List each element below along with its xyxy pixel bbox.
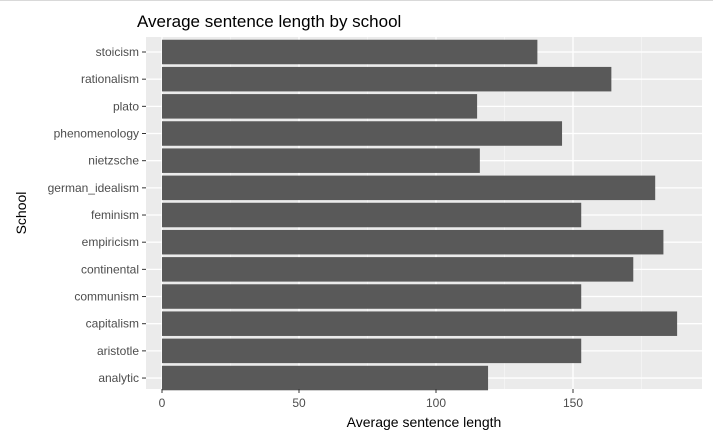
bar-aristotle xyxy=(162,338,582,364)
y-tick-label: aristotle xyxy=(97,344,139,358)
bar-rationalism xyxy=(162,66,612,92)
bar-empiricism xyxy=(162,229,664,255)
y-tick-label: phenomenology xyxy=(54,127,139,141)
bars xyxy=(162,39,678,391)
bar-capitalism xyxy=(162,311,678,336)
bar-plato xyxy=(162,94,478,119)
y-tick-label: empiricism xyxy=(82,235,139,249)
y-tick-label: stoicism xyxy=(96,45,139,59)
bar-continental xyxy=(162,257,634,282)
bar-analytic xyxy=(162,365,489,391)
bar-communism xyxy=(162,284,582,309)
bar-feminism xyxy=(162,202,582,228)
y-tick-label: communism xyxy=(74,290,139,304)
y-tick-label: analytic xyxy=(98,371,139,385)
x-tick-label: 0 xyxy=(159,396,166,410)
x-tick-label: 50 xyxy=(292,396,306,410)
bar-nietzsche xyxy=(162,148,480,173)
y-axis-title: School xyxy=(13,192,29,235)
x-tick-label: 100 xyxy=(426,396,446,410)
y-tick-label: feminism xyxy=(91,208,139,222)
y-axis: stoicism rationalism plato phenomenology nie… xyxy=(48,45,146,385)
bar-german_idealism xyxy=(162,175,656,201)
y-tick-label: plato xyxy=(113,99,139,113)
x-axis-title: Average sentence length xyxy=(347,414,502,430)
y-tick-label: capitalism xyxy=(86,317,139,331)
bar-stoicism xyxy=(162,39,538,65)
bar-phenomenology xyxy=(162,121,563,146)
x-tick-label: 150 xyxy=(563,396,583,410)
y-tick-label: nietzsche xyxy=(88,154,139,168)
x-axis: 0 50 100 150 xyxy=(159,389,583,410)
y-tick-label: german_idealism xyxy=(48,181,139,195)
y-tick-label: rationalism xyxy=(81,72,139,86)
y-tick-label: continental xyxy=(81,262,139,276)
chart-title: Average sentence length by school xyxy=(137,12,401,31)
